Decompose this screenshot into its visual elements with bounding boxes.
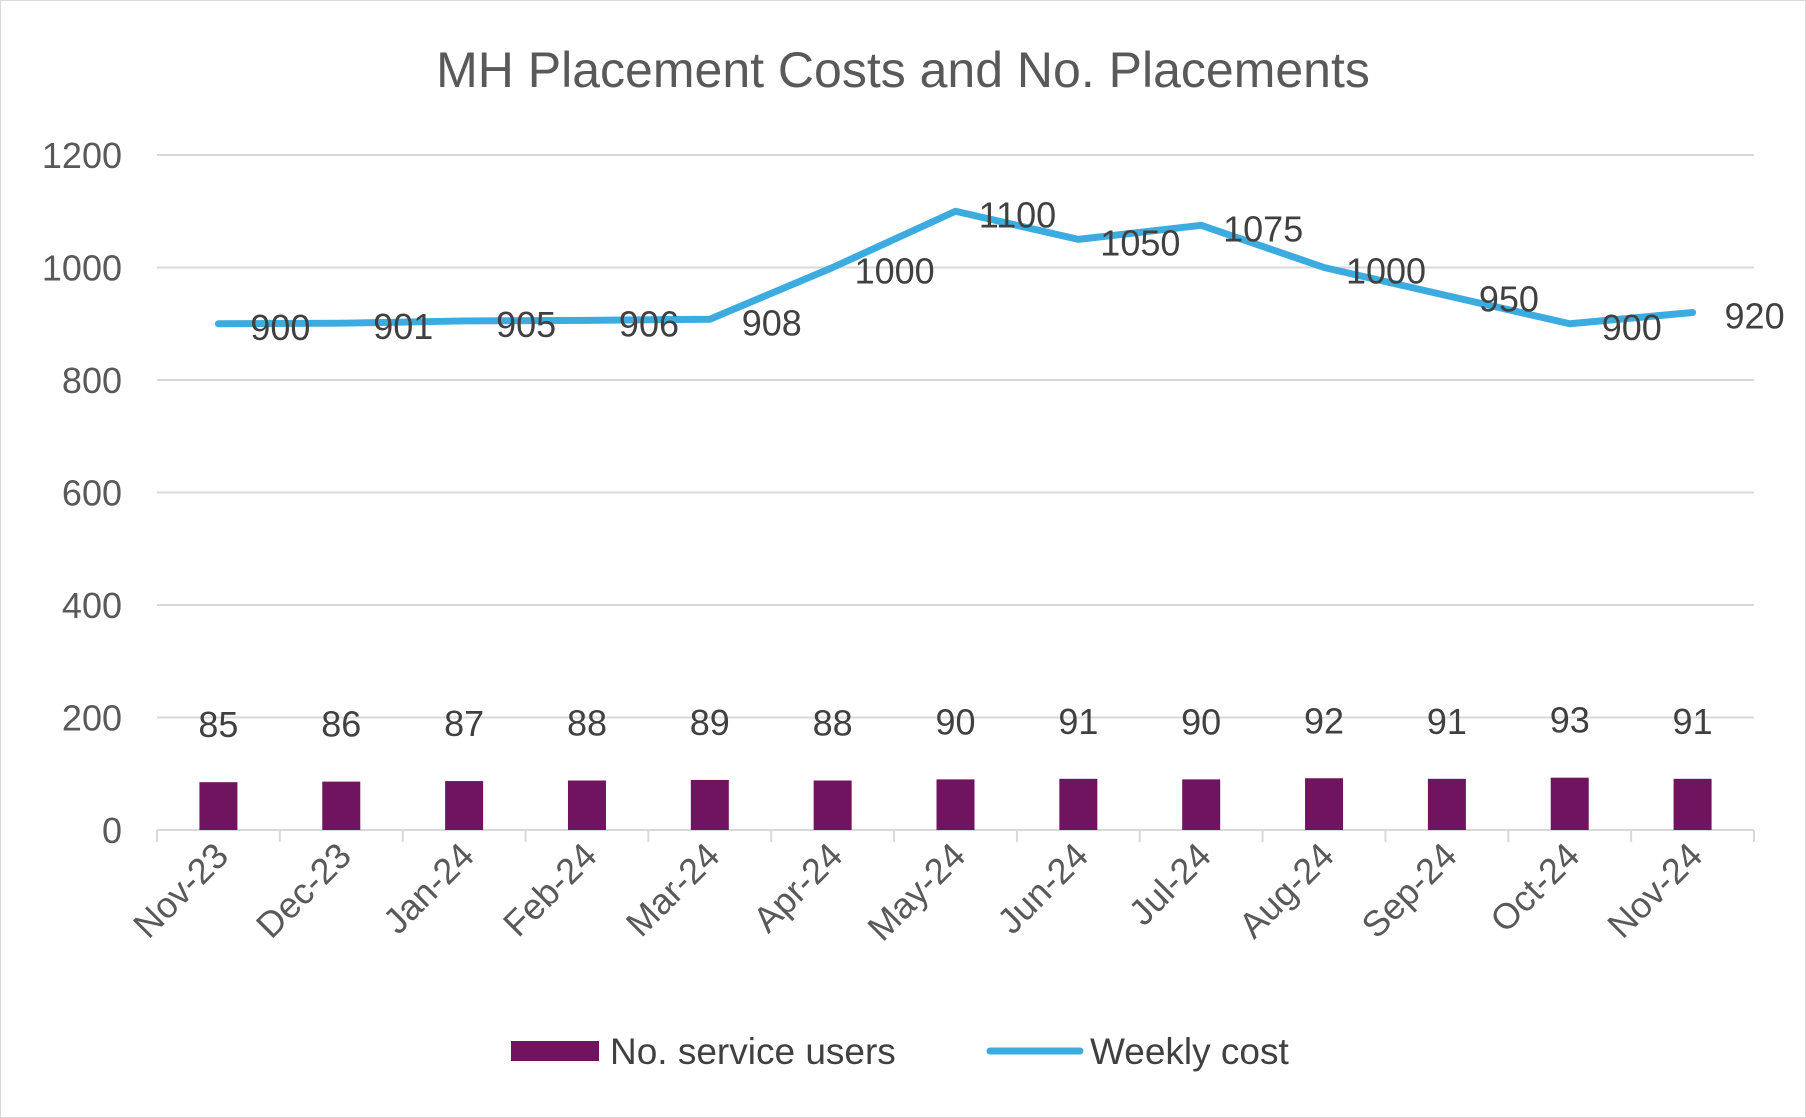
- line-data-label: 900: [1602, 307, 1662, 348]
- bar-series-no-service-users: [199, 777, 1712, 830]
- gridlines: [156, 154, 1755, 842]
- bar-data-label: 93: [1550, 700, 1590, 741]
- legend-label-no-service-users: No. service users: [610, 1031, 896, 1072]
- x-tick-label: Nov-24: [1599, 835, 1710, 946]
- bar: [199, 782, 238, 830]
- bar-data-label: 91: [1673, 701, 1713, 742]
- x-tick-label: Jun-24: [989, 835, 1096, 942]
- legend-label-weekly-cost: Weekly cost: [1090, 1031, 1289, 1072]
- bar-data-label: 91: [1427, 701, 1467, 742]
- y-tick-label: 0: [102, 810, 122, 851]
- x-axis-tick-labels: Nov-23 Dec-23 Jan-24 Feb-24 Mar-24 Apr-24 May-…: [125, 835, 1710, 949]
- bar: [1305, 778, 1344, 830]
- bar-data-label: 85: [198, 704, 238, 745]
- bar: [1673, 778, 1712, 830]
- x-tick-label: Sep-24: [1353, 835, 1464, 946]
- bar: [1059, 778, 1098, 830]
- x-tick-label: Jan-24: [375, 835, 482, 942]
- bar: [936, 779, 975, 830]
- bar-data-label: 91: [1058, 701, 1098, 742]
- bar-data-label: 90: [935, 701, 975, 742]
- y-tick-label: 600: [62, 473, 122, 514]
- line-data-label: 950: [1479, 279, 1539, 320]
- line-series-weekly-cost: [214, 207, 1697, 328]
- bar: [1550, 777, 1589, 830]
- y-tick-label: 200: [62, 698, 122, 739]
- x-tick-label: Mar-24: [618, 835, 728, 945]
- bar-data-label: 88: [813, 703, 853, 744]
- bar: [445, 781, 484, 830]
- x-tick-label: Oct-24: [1482, 835, 1587, 940]
- x-tick-label: May-24: [859, 835, 973, 949]
- bar: [1427, 778, 1466, 830]
- legend-swatch-no-service-users: [511, 1041, 599, 1061]
- x-tick-label: Jul-24: [1121, 835, 1219, 933]
- y-tick-label: 400: [62, 585, 122, 626]
- y-axis-tick-labels: 0 200 400 600 800 1000 1200: [42, 135, 122, 851]
- line-data-label: 1000: [855, 251, 935, 292]
- y-tick-label: 1200: [42, 135, 122, 176]
- x-tick-label: Apr-24: [745, 835, 850, 940]
- x-tick-label: Nov-23: [125, 835, 236, 946]
- chart-title: MH Placement Costs and No. Placements: [436, 42, 1370, 98]
- data-labels: 85 86 87 88 89 88 90 91 90 92 91 93 91 900 901 905 906 90…: [198, 194, 1784, 745]
- bar-data-label: 87: [444, 703, 484, 744]
- bar: [567, 780, 606, 830]
- line-data-label: 901: [373, 306, 433, 347]
- line-data-label: 908: [742, 302, 802, 343]
- x-tick-label: Feb-24: [495, 835, 605, 945]
- line-data-label: 900: [250, 307, 310, 348]
- line-data-label: 905: [496, 304, 556, 345]
- line-data-label: 906: [619, 303, 679, 344]
- bar-data-label: 90: [1181, 701, 1221, 742]
- x-tick-label: Dec-23: [248, 835, 359, 946]
- bar: [1182, 779, 1221, 830]
- bar: [813, 780, 852, 830]
- bar: [322, 781, 361, 830]
- y-tick-label: 800: [62, 360, 122, 401]
- legend: No. service users Weekly cost: [511, 1031, 1289, 1072]
- y-tick-label: 1000: [42, 248, 122, 289]
- line-data-label: 920: [1725, 296, 1785, 337]
- bar: [690, 779, 729, 830]
- bar-data-label: 89: [690, 702, 730, 743]
- line-data-label: 1000: [1346, 251, 1426, 292]
- line-data-label: 1100: [979, 194, 1056, 235]
- x-tick-label: Aug-24: [1231, 835, 1342, 946]
- bar-data-label: 92: [1304, 700, 1344, 741]
- line-data-label: 1075: [1223, 208, 1303, 249]
- bar-data-label: 88: [567, 703, 607, 744]
- bar-data-label: 86: [321, 704, 361, 745]
- line-data-label: 1050: [1100, 222, 1180, 263]
